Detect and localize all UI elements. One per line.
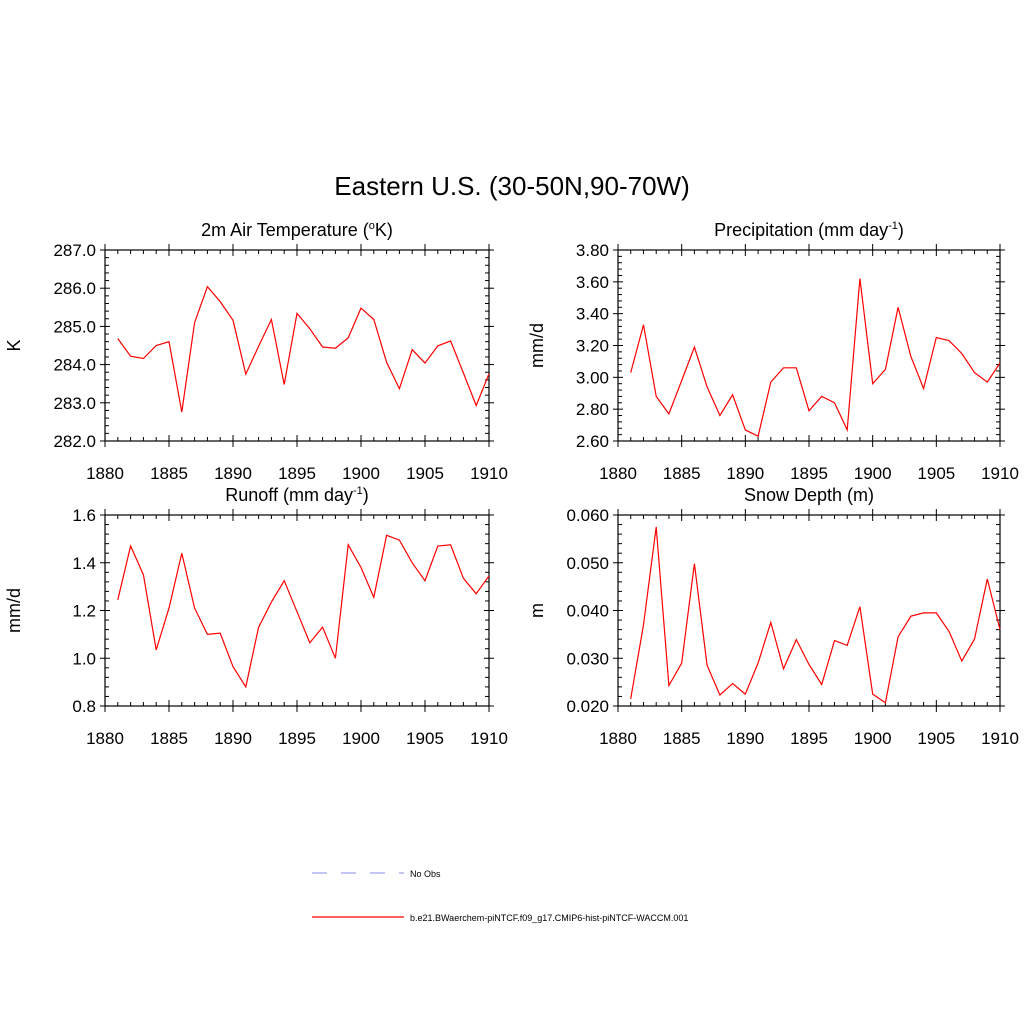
panel-title-snow-depth: Snow Depth (m) — [744, 485, 874, 505]
x-tick-label: 1895 — [790, 729, 828, 748]
y-tick-label: 1.2 — [72, 602, 96, 621]
plot-frame-precipitation — [617, 249, 1001, 442]
x-tick-label: 1880 — [599, 729, 637, 748]
y-tick-label: 3.20 — [576, 337, 609, 356]
y-axis-label-snow-depth: m — [527, 603, 547, 618]
x-tick-label: 1910 — [470, 729, 508, 748]
y-tick-label: 3.00 — [576, 368, 609, 387]
panel-runoff: Runoff (mm day-1) 0.8 1.0 1.2 1.4 1.6 1880 1885… — [4, 485, 508, 748]
panel-air-temperature: 2m Air Temperature (oK) 282.0 283.0 284.0 28… — [4, 220, 508, 483]
x-tick-label: 1895 — [790, 464, 828, 483]
panel-title-text: Snow Depth (m) — [744, 485, 874, 505]
x-tick-label: 1900 — [854, 729, 892, 748]
x-tick-label: 1880 — [599, 464, 637, 483]
panel-title-text-end: ) — [898, 220, 904, 240]
x-tick-label: 1890 — [214, 464, 252, 483]
x-tick-label: 1905 — [917, 729, 955, 748]
y-tick-label: 0.020 — [566, 697, 609, 716]
x-tick-label: 1910 — [470, 464, 508, 483]
x-tick-label: 1885 — [663, 729, 701, 748]
y-tick-label: 284.0 — [53, 356, 96, 375]
y-tick-label: 1.6 — [72, 506, 96, 525]
panel-title-superscript: -1 — [888, 220, 898, 232]
panel-title-text: 2m Air Temperature ( — [201, 220, 369, 240]
y-tick-label: 0.040 — [566, 602, 609, 621]
y-tick-label: 3.80 — [576, 241, 609, 260]
plot-frame-air-temperature — [104, 249, 490, 442]
y-tick-label: 3.60 — [576, 273, 609, 292]
x-tick-label: 1905 — [406, 729, 444, 748]
x-tick-label: 1910 — [981, 464, 1019, 483]
x-tick-label: 1900 — [342, 729, 380, 748]
panel-title-text-end: K) — [375, 220, 393, 240]
x-tick-label: 1910 — [981, 729, 1019, 748]
x-tick-label: 1880 — [86, 729, 124, 748]
x-tick-label: 1895 — [278, 464, 316, 483]
y-axis-label-runoff: mm/d — [4, 588, 24, 633]
y-tick-label: 285.0 — [53, 317, 96, 336]
panel-title-runoff: Runoff (mm day-1) — [225, 485, 369, 505]
y-tick-label: 0.030 — [566, 649, 609, 668]
x-tick-label: 1885 — [663, 464, 701, 483]
series-line-precipitation — [630, 278, 1001, 438]
legend: No Obs b.e21.BWaerchem-piNTCF.f09_g17.CM… — [312, 869, 688, 923]
x-tick-label: 1900 — [854, 464, 892, 483]
y-tick-label: 287.0 — [53, 241, 96, 260]
x-tick-label: 1890 — [726, 464, 764, 483]
panel-snow-depth: Snow Depth (m) 0.020 0.030 0.040 0.050 0.060 1… — [527, 485, 1019, 748]
panel-title-precipitation: Precipitation (mm day-1) — [714, 220, 904, 240]
y-tick-label: 0.060 — [566, 506, 609, 525]
y-tick-label: 3.40 — [576, 305, 609, 324]
panel-title-text-end: ) — [363, 485, 369, 505]
panel-precipitation: Precipitation (mm day-1) 2.60 2.80 3.00 3.20… — [527, 220, 1019, 483]
y-axis-label-precipitation: mm/d — [527, 323, 547, 368]
figure-title: Eastern U.S. (30-50N,90-70W) — [334, 171, 689, 201]
panel-title-superscript: o — [369, 220, 375, 232]
x-tick-label: 1885 — [150, 464, 188, 483]
y-tick-label: 283.0 — [53, 394, 96, 413]
x-tick-label: 1890 — [214, 729, 252, 748]
y-tick-label: 2.60 — [576, 432, 609, 451]
panel-title-text: Precipitation (mm day — [714, 220, 888, 240]
y-tick-label: 282.0 — [53, 432, 96, 451]
legend-model-label: b.e21.BWaerchem-piNTCF.f09_g17.CMIP6-his… — [410, 913, 688, 923]
x-tick-label: 1895 — [278, 729, 316, 748]
y-tick-label: 2.80 — [576, 400, 609, 419]
y-tick-label: 1.4 — [72, 554, 96, 573]
y-axis-label-air-temperature: K — [4, 339, 24, 351]
series-line-air-temperature — [117, 285, 490, 413]
x-tick-label: 1885 — [150, 729, 188, 748]
legend-obs-label: No Obs — [410, 869, 441, 879]
x-tick-label: 1905 — [917, 464, 955, 483]
series-line-snow-depth — [630, 526, 1001, 704]
y-tick-label: 286.0 — [53, 279, 96, 298]
y-tick-label: 1.0 — [72, 649, 96, 668]
x-tick-label: 1905 — [406, 464, 444, 483]
y-tick-label: 0.8 — [72, 697, 96, 716]
plot-frame-snow-depth — [617, 514, 1001, 707]
y-tick-label: 0.050 — [566, 554, 609, 573]
panel-title-superscript: -1 — [353, 485, 363, 497]
series-line-runoff — [117, 534, 490, 689]
x-tick-label: 1880 — [86, 464, 124, 483]
panel-title-text: Runoff (mm day — [225, 485, 353, 505]
panel-title-air-temperature: 2m Air Temperature (oK) — [201, 220, 393, 240]
x-tick-label: 1890 — [726, 729, 764, 748]
x-tick-label: 1900 — [342, 464, 380, 483]
